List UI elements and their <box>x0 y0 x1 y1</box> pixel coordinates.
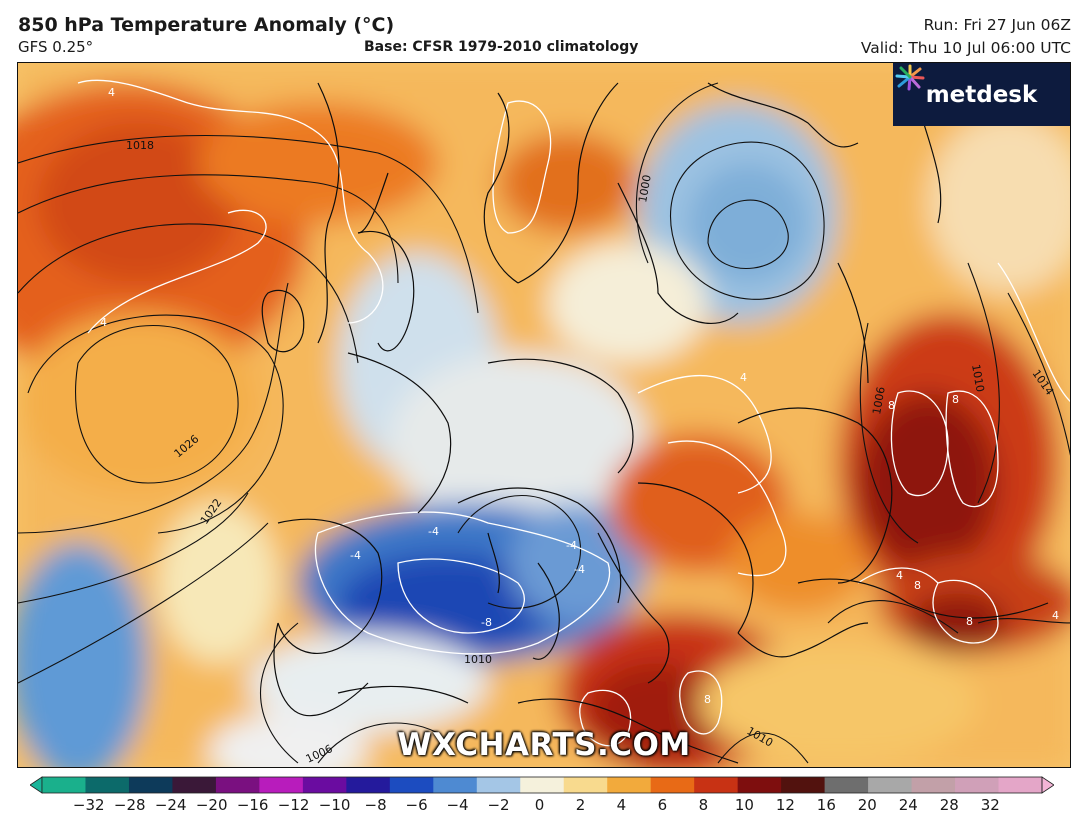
colorbar-segment <box>433 777 478 793</box>
colorbar-tick-label: −6 <box>405 796 428 814</box>
colorbar-segment <box>476 777 521 793</box>
anomaly-shading <box>18 63 1070 767</box>
colorbar-segment <box>259 777 304 793</box>
anomaly-label: -4 <box>574 563 585 576</box>
colorbar-tick-label: 10 <box>734 796 754 814</box>
model-name: GFS 0.25° <box>18 38 94 56</box>
anomaly-label: 8 <box>966 615 973 628</box>
colorbar-tick-label: −4 <box>446 796 469 814</box>
anomaly-map: 1018 1026 1022 1010 1000 1006 1010 1014 … <box>17 62 1071 768</box>
colorbar-segment <box>911 777 956 793</box>
colorbar-tick-label: −32 <box>72 796 105 814</box>
isobar-label: 1018 <box>126 139 154 152</box>
anomaly-label: 8 <box>704 693 711 706</box>
colorbar-segment <box>650 777 695 793</box>
colorbar-segment <box>694 777 739 793</box>
anomaly-label: 4 <box>1052 609 1059 622</box>
colorbar-tick-label: −16 <box>236 796 269 814</box>
colorbar-over-arrow <box>1041 776 1054 794</box>
colorbar-frame <box>41 776 1043 794</box>
map-canvas: 1018 1026 1022 1010 1000 1006 1010 1014 … <box>18 63 1070 767</box>
colorbar-tick-label: −20 <box>195 796 228 814</box>
anomaly-label: 4 <box>108 86 115 99</box>
colorbar-segment <box>389 777 434 793</box>
colorbar-segment <box>128 777 173 793</box>
colorbar-segment <box>607 777 652 793</box>
colorbar-segment <box>302 777 347 793</box>
colorbar-segment <box>172 777 217 793</box>
colorbar-tick-label: −28 <box>113 796 146 814</box>
colorbar-tick-label: 24 <box>898 796 918 814</box>
anomaly-label: 4 <box>100 316 107 329</box>
anomaly-label: -8 <box>481 616 492 629</box>
anomaly-label: 8 <box>914 579 921 592</box>
colorbar-segments <box>42 777 1043 793</box>
colorbar-tick-label: 16 <box>816 796 836 814</box>
anomaly-contours <box>77 79 1070 747</box>
colorbar-tick-label: 12 <box>775 796 795 814</box>
colorbar-tick-label: 28 <box>939 796 959 814</box>
isobar-label: 1010 <box>969 363 987 393</box>
anomaly-label: -4 <box>428 525 439 538</box>
colorbar-segment <box>520 777 565 793</box>
isobar-label: 1006 <box>870 386 888 416</box>
logo-text: metdesk <box>925 81 1038 108</box>
isobar-label: 1010 <box>464 653 492 666</box>
anomaly-label: -4 <box>350 549 361 562</box>
watermark: WXCHARTS.COM <box>397 727 691 763</box>
colorbar-tick-label: 20 <box>857 796 877 814</box>
colorbar-segment <box>563 777 608 793</box>
colorbar <box>30 776 1054 794</box>
valid-time: Valid: Thu 10 Jul 06:00 UTC <box>860 39 1071 57</box>
colorbar-ticks: −32 −28 −24 −20 −16 −12 −10 −8 −6 −4 −2 0 2 4 6 8 10 12 16… <box>0 796 1088 820</box>
colorbar-segment <box>955 777 1000 793</box>
run-time: Run: Fri 27 Jun 06Z <box>923 16 1071 34</box>
colorbar-tick-label: 0 <box>534 796 545 814</box>
climatology-base: Base: CFSR 1979-2010 climatology <box>364 39 639 55</box>
colorbar-segment <box>346 777 391 793</box>
isobar-label: 1000 <box>636 174 654 204</box>
colorbar-segment <box>737 777 782 793</box>
colorbar-tick-label: −12 <box>277 796 310 814</box>
colorbar-tick-label: −2 <box>487 796 510 814</box>
colorbar-tick-label: 6 <box>657 796 668 814</box>
colorbar-tick-label: 8 <box>698 796 709 814</box>
colorbar-segment <box>42 777 86 793</box>
anomaly-label: 8 <box>952 393 959 406</box>
colorbar-tick-label: −24 <box>154 796 187 814</box>
colorbar-tick-label: −8 <box>364 796 387 814</box>
colorbar-segment <box>824 777 869 793</box>
colorbar-tick-label: −10 <box>318 796 351 814</box>
colorbar-segment <box>215 777 260 793</box>
colorbar-segment <box>998 777 1043 793</box>
coastlines <box>261 82 1049 764</box>
chart-title: 850 hPa Temperature Anomaly (°C) <box>18 14 395 36</box>
metdesk-star-icon <box>895 64 925 91</box>
colorbar-segment <box>868 777 913 793</box>
anomaly-label: -4 <box>566 539 577 552</box>
colorbar-segment <box>781 777 826 793</box>
colorbar-under-arrow <box>30 776 43 794</box>
contour-labels: 1018 1026 1022 1010 1000 1006 1010 1014 … <box>100 86 1059 766</box>
metdesk-logo: metdesk <box>893 63 1070 126</box>
colorbar-tick-label: 4 <box>616 796 627 814</box>
anomaly-label: 4 <box>740 371 747 384</box>
anomaly-label: 8 <box>888 399 895 412</box>
colorbar-tick-label: 32 <box>980 796 1000 814</box>
colorbar-tick-label: 2 <box>575 796 586 814</box>
colorbar-segment <box>85 777 130 793</box>
anomaly-label: 4 <box>896 569 903 582</box>
isobars <box>18 82 1070 764</box>
